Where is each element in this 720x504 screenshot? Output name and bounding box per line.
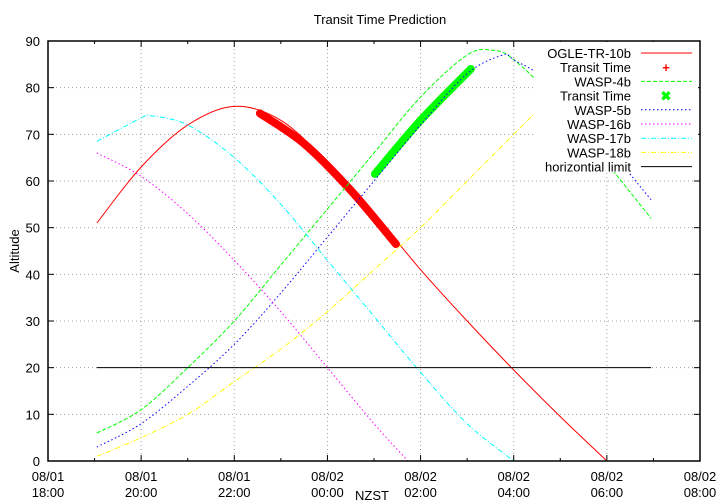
x-tick-date: 08/02 [404, 469, 437, 484]
x-tick-date: 08/02 [591, 469, 624, 484]
x-tick-time: 00:00 [311, 485, 344, 500]
legend-label: horizontial limit [545, 160, 631, 175]
chart-title: Transit Time Prediction [314, 12, 446, 27]
y-axis: 0 10 20 30 40 50 60 70 80 90 [26, 34, 700, 469]
x-tick-date: 08/02 [311, 469, 344, 484]
legend-label: OGLE-TR-10b [547, 46, 631, 61]
y-tick-label: 70 [26, 127, 40, 142]
y-tick-label: 90 [26, 34, 40, 49]
legend-label: WASP-4b [574, 74, 631, 89]
x-tick-date: 08/01 [125, 469, 158, 484]
series-transit-time [255, 109, 400, 248]
y-tick-label: 10 [26, 407, 40, 422]
y-tick-label: 20 [26, 361, 40, 376]
y-tick-label: 0 [33, 454, 40, 469]
legend-label: WASP-18b [567, 145, 631, 160]
y-axis-label: Altitude [7, 229, 22, 272]
x-tick-time: 22:00 [218, 485, 251, 500]
x-tick-date: 08/02 [497, 469, 530, 484]
y-tick-label: 80 [26, 81, 40, 96]
x-tick-date: 08/01 [218, 469, 251, 484]
series-wasp-16b [96, 152, 409, 462]
x-tick-time: 20:00 [125, 485, 158, 500]
y-tick-label: 50 [26, 221, 40, 236]
series-wasp-18b [96, 54, 594, 457]
series-transit-time [370, 65, 475, 178]
legend-label: Transit Time [560, 60, 631, 75]
x-tick-time: 08:00 [684, 485, 717, 500]
series-lines [96, 48, 652, 462]
x-tick-time: 06:00 [591, 485, 624, 500]
legend-label: WASP-5b [574, 103, 631, 118]
x-tick-time: 02:00 [404, 485, 437, 500]
cross-marker-icon: ✖ [661, 89, 672, 104]
x-axis: 08/0118:0008/0120:0008/0122:0008/0200:00… [32, 41, 717, 500]
x-tick-time: 04:00 [497, 485, 530, 500]
series-wasp-17b [96, 114, 515, 462]
x-tick-date: 08/02 [684, 469, 717, 484]
series-ogle-tr-10b [96, 105, 608, 462]
legend-label: WASP-17b [567, 131, 631, 146]
x-tick-date: 08/01 [32, 469, 65, 484]
y-tick-label: 40 [26, 267, 40, 282]
plus-marker-icon: + [662, 60, 670, 75]
legend-label: Transit Time [560, 89, 631, 104]
y-tick-label: 60 [26, 174, 40, 189]
y-tick-label: 30 [26, 314, 40, 329]
x-axis-label: NZST [355, 488, 389, 503]
series-wasp-4b [96, 48, 652, 434]
x-tick-time: 18:00 [32, 485, 65, 500]
legend-label: WASP-16b [567, 117, 631, 132]
